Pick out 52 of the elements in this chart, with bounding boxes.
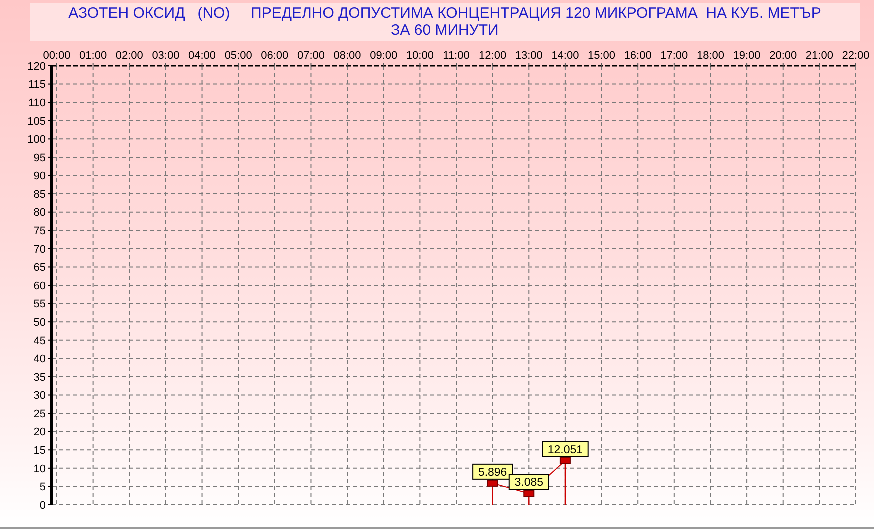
y-tick-label: 20 xyxy=(34,426,46,439)
x-tick-label: 10:00 xyxy=(406,50,434,62)
y-tick-label: 45 xyxy=(34,335,46,348)
x-tick-label: 00:00 xyxy=(43,50,71,62)
y-tick-label: 95 xyxy=(34,152,46,164)
x-tick-label: 13:00 xyxy=(515,50,543,62)
x-tick-label: 05:00 xyxy=(224,50,252,62)
x-tick-label: 18:00 xyxy=(696,50,724,62)
x-tick-label: 17:00 xyxy=(660,50,688,62)
y-tick-label: 0 xyxy=(40,500,46,512)
y-tick-label: 90 xyxy=(34,170,46,183)
y-tick-label: 30 xyxy=(34,390,46,402)
x-tick-label: 09:00 xyxy=(370,50,398,62)
x-tick-label: 08:00 xyxy=(334,50,362,62)
x-tick-label: 03:00 xyxy=(152,50,180,62)
y-tick-label: 65 xyxy=(34,262,46,274)
x-tick-label: 07:00 xyxy=(297,50,325,62)
y-tick-label: 10 xyxy=(34,463,46,476)
y-tick-label: 120 xyxy=(28,60,46,73)
data-label: 5.896 xyxy=(478,466,508,479)
y-tick-label: 100 xyxy=(28,134,46,146)
x-tick-label: 19:00 xyxy=(733,50,761,62)
x-tick-label: 11:00 xyxy=(443,50,470,62)
y-tick-label: 50 xyxy=(34,316,46,329)
x-tick-label: 22:00 xyxy=(842,50,870,62)
y-tick-label: 60 xyxy=(34,280,46,292)
y-tick-label: 105 xyxy=(28,116,46,128)
y-tick-label: 35 xyxy=(34,372,46,384)
y-tick-label: 80 xyxy=(34,207,46,220)
x-tick-label: 16:00 xyxy=(624,50,652,62)
x-tick-label: 15:00 xyxy=(588,50,616,62)
y-tick-label: 115 xyxy=(28,79,46,92)
y-tick-label: 15 xyxy=(34,445,46,458)
y-tick-label: 25 xyxy=(34,408,46,420)
chart-title: АЗОТЕН ОКСИД (NO) ПРЕДЕЛНО ДОПУСТИМА КОНЦЕНТРАЦИЯ 120 МИКРОГРАМА НА КУБ. МЕТЪР ЗА 60 МИНУТИ xyxy=(30,3,860,41)
data-label: 3.085 xyxy=(514,477,544,490)
y-tick-label: 110 xyxy=(28,97,46,110)
x-tick-label: 14:00 xyxy=(552,50,580,62)
y-tick-label: 75 xyxy=(34,226,46,238)
y-tick-label: 70 xyxy=(34,244,46,256)
data-label: 12.051 xyxy=(548,444,584,456)
x-tick-label: 02:00 xyxy=(116,50,144,62)
y-tick-label: 55 xyxy=(34,298,46,311)
y-tick-label: 40 xyxy=(34,354,46,366)
y-tick-label: 5 xyxy=(40,482,46,494)
x-tick-label: 12:00 xyxy=(479,50,507,62)
x-tick-label: 01:00 xyxy=(80,50,108,62)
x-tick-label: 20:00 xyxy=(770,50,798,62)
x-tick-label: 06:00 xyxy=(261,50,289,62)
x-tick-label: 04:00 xyxy=(188,50,216,62)
x-tick-label: 21:00 xyxy=(806,50,834,62)
y-tick-label: 85 xyxy=(34,188,46,201)
